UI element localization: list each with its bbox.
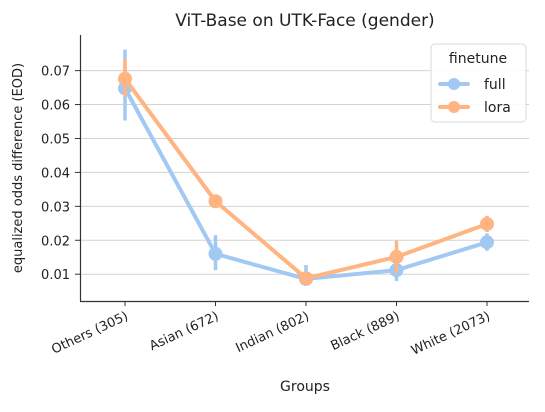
y-tick-label: 0.01 bbox=[41, 268, 70, 283]
data-point-lora bbox=[389, 249, 404, 264]
x-tick-label: Others (305) bbox=[49, 309, 130, 358]
data-point-lora bbox=[208, 194, 223, 209]
x-tick-label: Black (889) bbox=[329, 309, 403, 354]
series-layer bbox=[118, 49, 494, 286]
y-tick-label: 0.05 bbox=[41, 132, 70, 147]
x-axis-ticks: Others (305) Asian (672) Indian (802) Black… bbox=[49, 301, 493, 359]
data-point-lora bbox=[480, 216, 494, 231]
y-axis-ticks: 0.01 0.02 0.03 0.04 0.05 0.06 0.07 bbox=[41, 65, 80, 283]
data-point-lora bbox=[299, 271, 313, 286]
gridlines bbox=[80, 70, 529, 275]
legend-marker-full bbox=[448, 78, 460, 90]
y-tick-label: 0.03 bbox=[41, 200, 70, 215]
data-point-lora bbox=[118, 71, 132, 86]
y-tick-label: 0.02 bbox=[41, 234, 70, 249]
data-point-full bbox=[480, 235, 494, 250]
legend-label-full: full bbox=[484, 77, 506, 93]
x-axis-label: Groups bbox=[280, 379, 330, 395]
y-tick-label: 0.06 bbox=[41, 99, 70, 114]
legend: finetune full lora bbox=[430, 43, 527, 123]
chart-title: ViT-Base on UTK-Face (gender) bbox=[175, 11, 434, 31]
x-tick-label: White (2073) bbox=[409, 309, 493, 359]
y-tick-label: 0.07 bbox=[41, 65, 70, 80]
data-point-full bbox=[208, 246, 223, 261]
x-tick-label: Indian (802) bbox=[234, 309, 312, 356]
legend-title: finetune bbox=[449, 51, 507, 67]
y-tick-label: 0.04 bbox=[41, 166, 70, 181]
y-axis-label: equalized odds difference (EOD) bbox=[11, 63, 26, 273]
legend-label-lora: lora bbox=[484, 100, 511, 116]
legend-marker-lora bbox=[448, 101, 460, 113]
x-tick-label: Asian (672) bbox=[147, 309, 221, 354]
series-lora bbox=[118, 58, 494, 286]
